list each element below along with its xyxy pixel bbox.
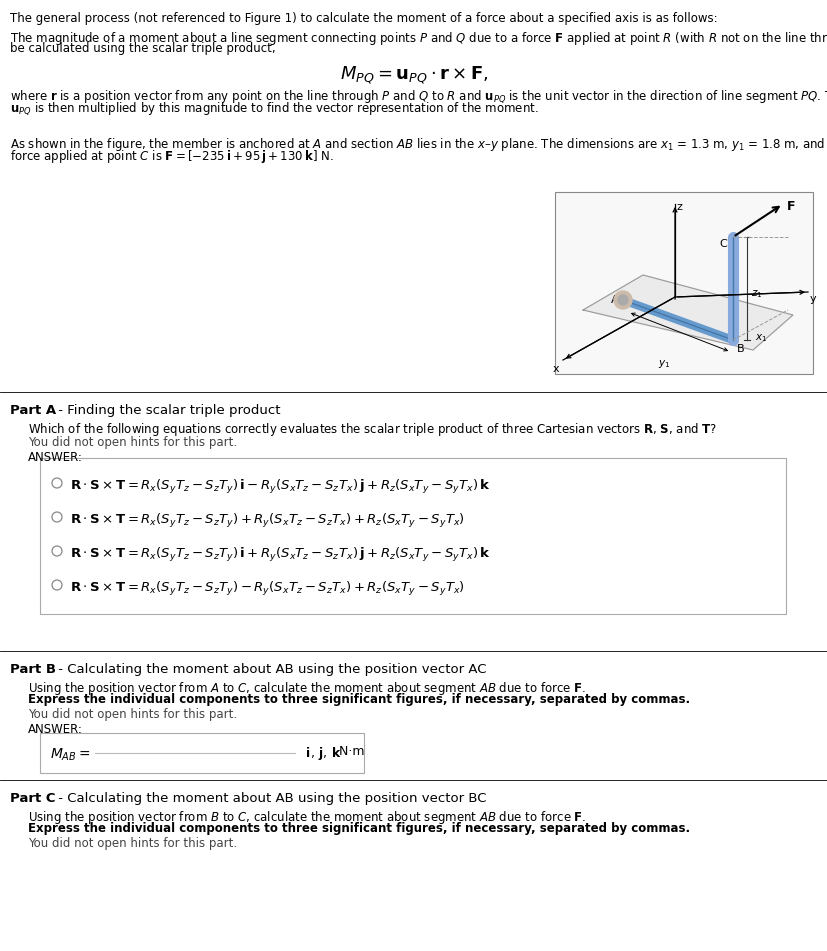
Text: C: C — [718, 239, 726, 249]
Text: $\mathbf{R} \cdot \mathbf{S} \times \mathbf{T} = R_x(S_yT_z - S_zT_y)\,\mathbf{i: $\mathbf{R} \cdot \mathbf{S} \times \mat… — [70, 478, 490, 496]
Text: x: x — [552, 364, 559, 374]
Text: You did not open hints for this part.: You did not open hints for this part. — [28, 436, 237, 449]
Text: ANSWER:: ANSWER: — [28, 451, 83, 464]
Text: The magnitude of a moment about a line segment connecting points $P$ and $Q$ due: The magnitude of a moment about a line s… — [10, 30, 827, 47]
Text: $\mathbf{R} \cdot \mathbf{S} \times \mathbf{T} = R_x(S_yT_z - S_zT_y)\,\mathbf{i: $\mathbf{R} \cdot \mathbf{S} \times \mat… — [70, 546, 490, 564]
Text: $z_1$: $z_1$ — [750, 288, 762, 300]
Text: z: z — [676, 202, 682, 212]
Text: Part C: Part C — [10, 792, 55, 805]
Text: You did not open hints for this part.: You did not open hints for this part. — [28, 708, 237, 721]
Text: Part B: Part B — [10, 663, 56, 676]
Text: force applied at point $C$ is $\mathbf{F} = [-235\,\mathbf{i} + 95\,\mathbf{j} +: force applied at point $C$ is $\mathbf{F… — [10, 148, 333, 165]
Text: $x_1$: $x_1$ — [754, 332, 767, 344]
Text: Using the position vector from $A$ to $C$, calculate the moment about segment $A: Using the position vector from $A$ to $C… — [28, 680, 586, 697]
Text: Express the individual components to three significant figures, if necessary, se: Express the individual components to thr… — [28, 822, 689, 835]
Text: Express the individual components to three significant figures, if necessary, se: Express the individual components to thr… — [28, 693, 689, 706]
Text: where $\mathbf{r}$ is a position vector from any point on the line through $P$ a: where $\mathbf{r}$ is a position vector … — [10, 88, 827, 105]
FancyBboxPatch shape — [40, 733, 364, 773]
Text: Using the position vector from $B$ to $C$, calculate the moment about segment $A: Using the position vector from $B$ to $C… — [28, 809, 586, 826]
Text: $\mathbf{i},\,\mathbf{j},\,\mathbf{k}$: $\mathbf{i},\,\mathbf{j},\,\mathbf{k}$ — [298, 745, 342, 762]
Text: - Calculating the moment about AB using the position vector AC: - Calculating the moment about AB using … — [54, 663, 486, 676]
Text: $\mathbf{R} \cdot \mathbf{S} \times \mathbf{T} = R_x(S_yT_z - S_zT_y) + R_y(S_xT: $\mathbf{R} \cdot \mathbf{S} \times \mat… — [70, 512, 465, 530]
Text: - Finding the scalar triple product: - Finding the scalar triple product — [54, 404, 280, 417]
Text: - Calculating the moment about AB using the position vector BC: - Calculating the moment about AB using … — [54, 792, 486, 805]
Text: Which of the following equations correctly evaluates the scalar triple product o: Which of the following equations correct… — [28, 421, 716, 438]
Text: ANSWER:: ANSWER: — [28, 723, 83, 736]
Text: $y_1$: $y_1$ — [657, 358, 670, 370]
Text: The general process (not referenced to Figure 1) to calculate the moment of a fo: The general process (not referenced to F… — [10, 12, 717, 25]
Text: A: A — [610, 295, 618, 305]
Text: $M_{PQ} = \mathbf{u}_{PQ} \cdot \mathbf{r} \times \mathbf{F},$: $M_{PQ} = \mathbf{u}_{PQ} \cdot \mathbf{… — [339, 64, 488, 86]
Circle shape — [617, 295, 627, 305]
Text: B: B — [736, 344, 743, 354]
Text: Part A: Part A — [10, 404, 56, 417]
Text: $\mathbf{R} \cdot \mathbf{S} \times \mathbf{T} = R_x(S_yT_z - S_zT_y) - R_y(S_xT: $\mathbf{R} \cdot \mathbf{S} \times \mat… — [70, 580, 465, 598]
Text: $\mathbf{u}_{PQ}$ is then multiplied by this magnitude to find the vector repres: $\mathbf{u}_{PQ}$ is then multiplied by … — [10, 100, 538, 117]
Text: $\mathbf{F}$: $\mathbf{F}$ — [785, 200, 795, 213]
Text: $M_{AB}=$: $M_{AB}=$ — [50, 747, 90, 764]
Circle shape — [614, 291, 631, 309]
FancyBboxPatch shape — [40, 458, 785, 614]
Text: y: y — [809, 294, 815, 304]
Text: N·m: N·m — [335, 745, 364, 758]
Text: As shown in the figure, the member is anchored at $A$ and section $AB$ lies in t: As shown in the figure, the member is an… — [10, 136, 827, 153]
Text: You did not open hints for this part.: You did not open hints for this part. — [28, 837, 237, 850]
Text: be calculated using the scalar triple product,: be calculated using the scalar triple pr… — [10, 42, 275, 55]
FancyBboxPatch shape — [554, 192, 812, 374]
Polygon shape — [582, 275, 792, 350]
